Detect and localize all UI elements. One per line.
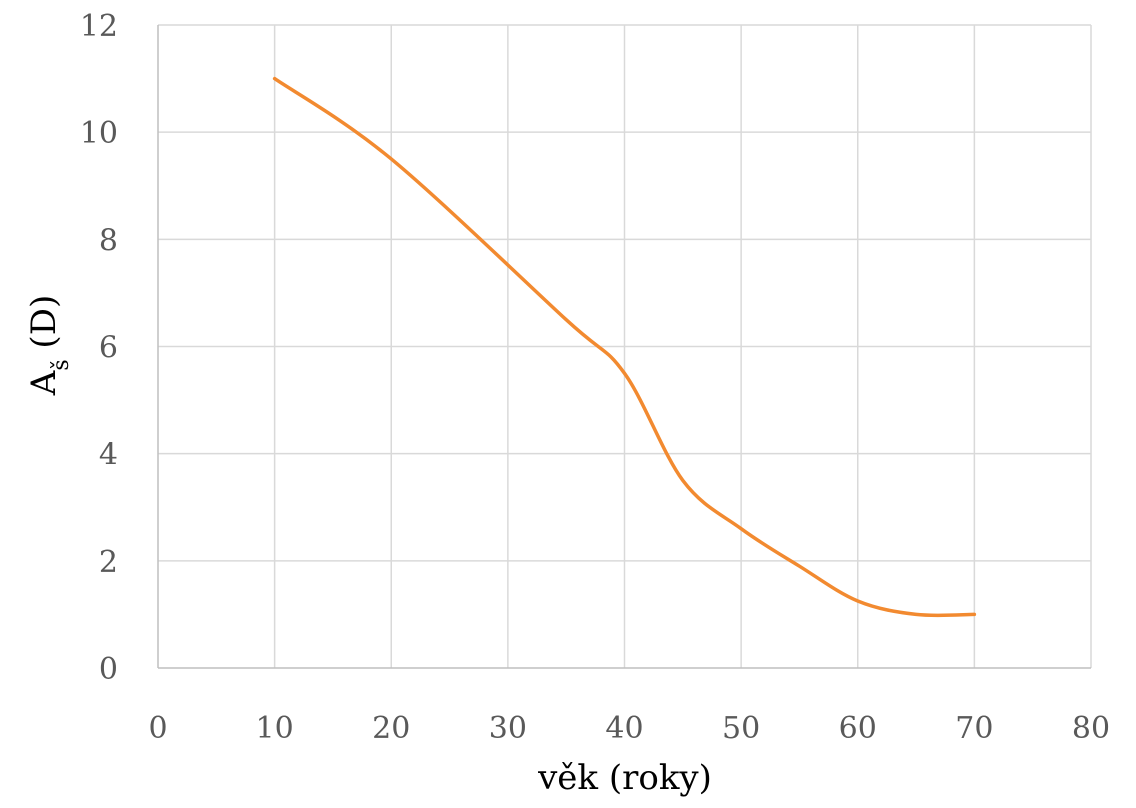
y-tick-label: 2 xyxy=(99,545,118,580)
x-tick-label: 40 xyxy=(605,711,643,746)
y-tick-label: 0 xyxy=(99,652,118,687)
y-tick-label: 4 xyxy=(99,438,118,473)
y-axis-title: Aš (D) xyxy=(24,295,74,396)
y-tick-label: 12 xyxy=(80,9,118,44)
gridlines xyxy=(158,24,1092,668)
x-tick-label: 60 xyxy=(839,711,877,746)
x-tick-label: 30 xyxy=(489,711,527,746)
series-line xyxy=(272,76,977,618)
y-tick-labels: 0 2 4 6 8 10 12 xyxy=(80,9,118,687)
x-tick-label: 10 xyxy=(256,711,294,746)
x-tick-labels: 0 10 20 30 40 50 60 70 80 xyxy=(148,711,1110,746)
y-axis-title-rest: (D) xyxy=(24,295,64,360)
x-tick-label: 0 xyxy=(148,711,167,746)
y-axis-title-sub: š xyxy=(49,359,74,370)
x-tick-label: 20 xyxy=(372,711,410,746)
x-axis-title: věk (roky) xyxy=(537,758,712,798)
series-layer xyxy=(272,76,977,618)
y-tick-label: 10 xyxy=(80,116,118,151)
x-tick-label: 50 xyxy=(722,711,760,746)
axes xyxy=(157,25,1091,669)
y-tick-label: 6 xyxy=(99,331,118,366)
y-axis-title-main: A xyxy=(24,370,64,396)
x-tick-label: 80 xyxy=(1072,711,1110,746)
x-tick-label: 70 xyxy=(955,711,993,746)
y-tick-label: 8 xyxy=(99,223,118,258)
